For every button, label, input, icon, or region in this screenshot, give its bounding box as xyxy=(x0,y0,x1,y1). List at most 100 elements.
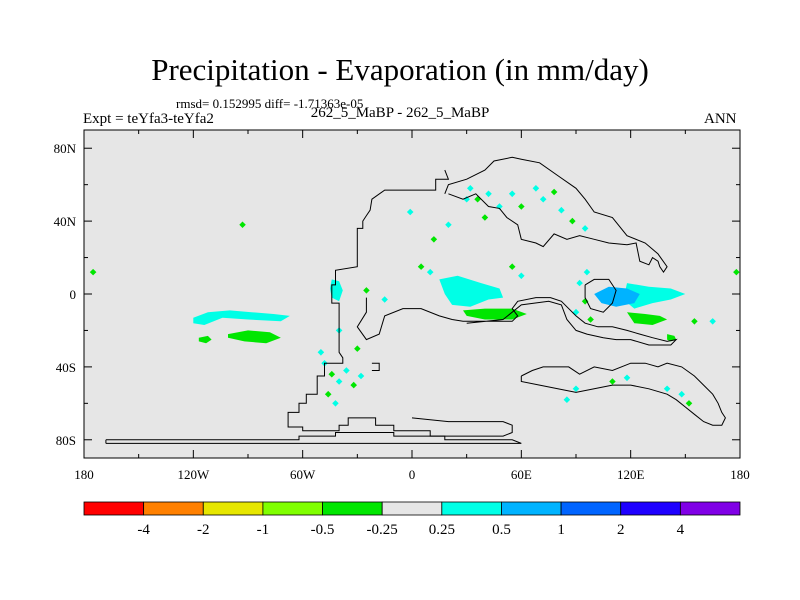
field-patch-29 xyxy=(357,372,365,380)
field-patch-21 xyxy=(363,287,370,294)
x-tick-label-1: 120W xyxy=(177,467,210,482)
field-patch-42 xyxy=(691,318,698,325)
field-patch-25 xyxy=(328,370,336,378)
colorbar-box-9 xyxy=(620,501,681,516)
coastline-south-pole xyxy=(105,432,522,444)
region-tethys-south xyxy=(463,308,527,320)
coastline-tethys-south xyxy=(356,297,678,346)
x-tick-label-3: 0 xyxy=(409,467,416,482)
field-patch-36 xyxy=(609,378,616,385)
field-patch-16 xyxy=(481,214,489,221)
colorbar-label-3: -0.5 xyxy=(311,522,335,538)
field-patch-20 xyxy=(381,296,388,303)
case-label: 262_5_MaBP - 262_5_MaBP xyxy=(310,105,490,121)
colorbar-label-5: 0.25 xyxy=(429,522,455,538)
colorbar-label-8: 2 xyxy=(617,522,625,538)
field-patch-38 xyxy=(663,385,671,392)
colorbar-box-6 xyxy=(441,501,502,516)
field-patch-0 xyxy=(467,185,474,192)
colorbar-label-9: 4 xyxy=(677,522,685,538)
coastline-south-east-land xyxy=(520,362,726,426)
field-patch-8 xyxy=(550,188,558,196)
field-patch-40 xyxy=(685,400,693,407)
field-patch-3 xyxy=(496,203,503,210)
field-patch-46 xyxy=(572,308,580,316)
field-patch-44 xyxy=(576,279,583,287)
field-patch-12 xyxy=(406,208,414,216)
field-patch-27 xyxy=(343,367,350,374)
map-plot-area xyxy=(83,129,741,459)
field-patch-32 xyxy=(317,349,325,356)
chart-title: Precipitation - Evaporation (in mm/day) xyxy=(151,52,649,87)
field-patch-22 xyxy=(508,263,516,270)
field-patch-26 xyxy=(335,378,343,385)
y-tick-label-0: 80N xyxy=(54,141,77,156)
field-patch-48 xyxy=(583,268,591,276)
coastline-north-asia xyxy=(444,156,668,273)
field-patch-6 xyxy=(532,185,540,192)
field-patch-9 xyxy=(558,206,565,214)
colorbar-box-8 xyxy=(560,501,622,516)
x-tick-label-2: 60W xyxy=(290,467,316,482)
colorbar-label-1: -2 xyxy=(197,522,210,538)
region-eastern-pacific-tongue xyxy=(193,310,290,325)
x-tick-label-5: 120E xyxy=(617,467,645,482)
region-east-tethys-core xyxy=(594,286,640,307)
field-patch-18 xyxy=(417,263,425,270)
field-patch-43 xyxy=(709,318,716,325)
field-patch-45 xyxy=(581,298,589,305)
field-patch-15 xyxy=(463,196,470,203)
field-patch-19 xyxy=(426,268,434,276)
colorbar-label-0: -4 xyxy=(137,522,150,538)
field-patch-17 xyxy=(239,221,246,228)
x-tick-label-4: 60E xyxy=(511,467,532,482)
coastline-east-island xyxy=(584,278,617,313)
region-southeast-pacific-patch xyxy=(228,330,281,344)
field-patch-37 xyxy=(623,374,631,382)
field-patch-49 xyxy=(354,345,361,352)
region-east-tethys-tongue xyxy=(623,283,686,309)
colorbar: -4 -2 -1 -0.5 -0.25 0.25 0.5 1 2 4 xyxy=(83,501,741,538)
y-tick-label-2: 0 xyxy=(70,287,77,302)
coastline-pangea-west xyxy=(287,169,513,437)
colorbar-box-7 xyxy=(501,501,562,516)
field-patch-23 xyxy=(518,272,525,280)
season-label: ANN xyxy=(704,111,737,127)
field-patch-10 xyxy=(569,217,576,225)
colorbar-box-5 xyxy=(381,501,443,516)
field-patch-5 xyxy=(518,203,525,210)
coastline-small-island xyxy=(371,362,380,371)
axes: 180 120W 60W 0 60E 120E 180 80N 40N 0 40S 80S xyxy=(54,130,750,482)
field-patch-34 xyxy=(733,268,740,276)
field-patch-7 xyxy=(539,196,547,203)
coastline xyxy=(105,156,726,444)
colorbar-box-4 xyxy=(322,501,383,516)
region-tethys-west xyxy=(439,275,504,307)
y-tick-label-1: 40N xyxy=(54,214,77,229)
colorbar-box-3 xyxy=(262,501,323,516)
colorbar-box-2 xyxy=(202,501,264,516)
field-patch-28 xyxy=(350,381,357,389)
field-patch-33 xyxy=(89,268,97,276)
field-patch-4 xyxy=(508,190,516,198)
field-patch-11 xyxy=(581,225,589,232)
colorbar-label-4: -0.25 xyxy=(367,522,398,538)
x-tick-label-6: 180 xyxy=(730,467,750,482)
field-patch-30 xyxy=(324,390,332,398)
field-patch-47 xyxy=(587,316,594,323)
field-patch-31 xyxy=(332,400,339,407)
x-tick-label-0: 180 xyxy=(74,467,94,482)
field-patch-35 xyxy=(563,396,571,403)
colorbar-box-1 xyxy=(143,501,204,516)
y-tick-label-3: 40S xyxy=(56,360,76,375)
experiment-label: Expt = teYfa3-teYfa2 xyxy=(83,111,214,127)
colorbar-label-7: 1 xyxy=(557,522,565,538)
colorbar-label-2: -1 xyxy=(257,522,270,538)
colorbar-box-0 xyxy=(83,501,145,516)
colorbar-label-6: 0.5 xyxy=(492,522,511,538)
field-patch-41 xyxy=(572,385,580,392)
colorbar-box-10 xyxy=(679,501,741,516)
region-east-tethys-south xyxy=(627,312,668,325)
field-patch-13 xyxy=(430,236,438,243)
